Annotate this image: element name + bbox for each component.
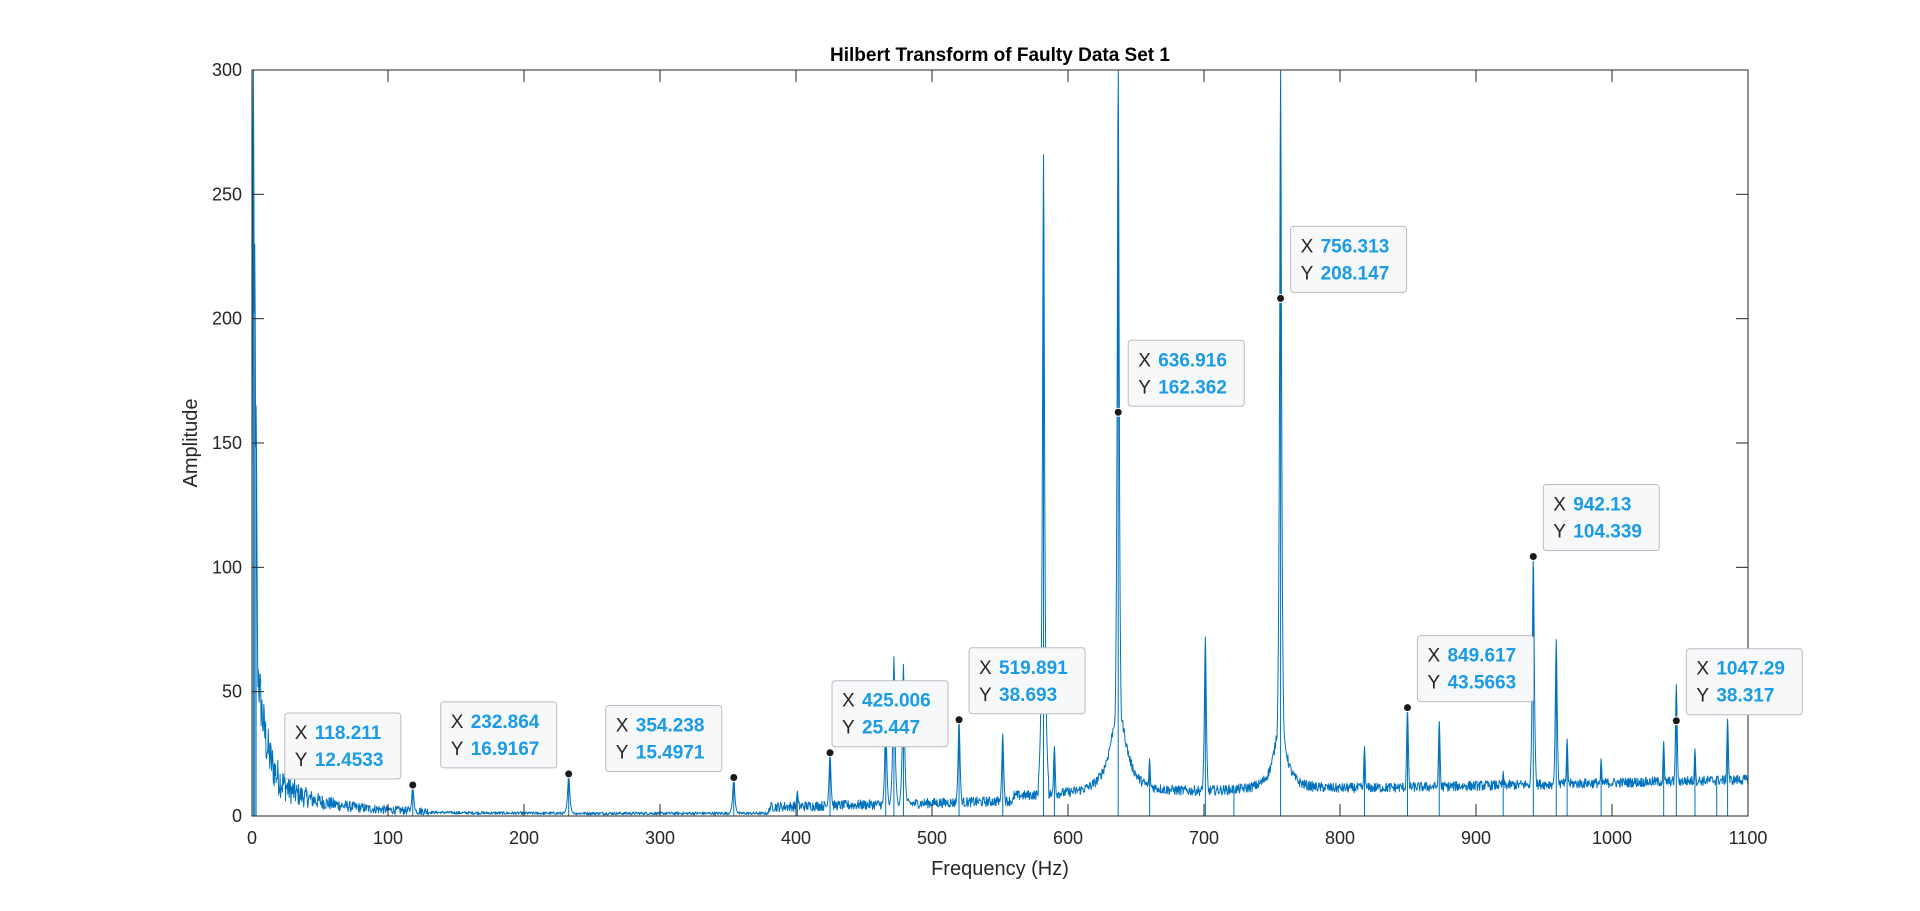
datatip[interactable]: X 354.238 Y 15.4971	[605, 704, 739, 782]
datatip-box	[440, 701, 558, 769]
x-axis-label: Frequency (Hz)	[931, 858, 1069, 880]
datatip[interactable]: X 636.916 Y 162.362	[1113, 339, 1245, 417]
datatip-x-value: 636.916	[1158, 350, 1227, 371]
datatip[interactable]: X 756.313 Y 208.147	[1276, 225, 1408, 303]
datatip-x-value: 1047.29	[1716, 659, 1785, 680]
x-tick-label: 600	[1053, 828, 1083, 848]
datatip[interactable]: X 1047.29 Y 38.317	[1671, 648, 1803, 726]
datatip[interactable]: X 232.864 Y 16.9167	[440, 701, 574, 779]
ticks-layer: 0 100 200 300 400 500 600 700 800 900 1000 1100 0 50 1…	[212, 60, 1767, 848]
datatip-box	[1290, 225, 1408, 293]
datatip-x-key: X	[842, 691, 855, 712]
datatip-y-key: Y	[979, 685, 992, 706]
y-tick-label: 200	[212, 309, 242, 329]
datatip-box	[1127, 339, 1245, 407]
datatip-box	[831, 680, 949, 748]
datatip-x-value: 756.313	[1321, 236, 1390, 257]
datatip-y-value: 12.4533	[315, 750, 384, 771]
x-tick-label: 0	[247, 828, 257, 848]
datatip-marker[interactable]	[954, 715, 964, 725]
datatip-box	[1542, 484, 1660, 552]
x-tick-label: 900	[1461, 828, 1491, 848]
datatip-marker[interactable]	[1113, 407, 1123, 417]
datatip-y-key: Y	[1553, 522, 1566, 543]
x-tick-label: 500	[917, 828, 947, 848]
datatip-box	[1685, 648, 1803, 716]
datatip-y-key: Y	[1138, 377, 1151, 398]
datatip-y-value: 104.339	[1573, 522, 1642, 543]
datatip-y-value: 16.9167	[471, 739, 540, 760]
x-tick-label: 100	[373, 828, 403, 848]
y-tick-label: 150	[212, 433, 242, 453]
datatip-marker[interactable]	[1276, 293, 1286, 303]
datatip-x-value: 354.238	[636, 715, 705, 736]
x-tick-label: 200	[509, 828, 539, 848]
y-tick-label: 250	[212, 184, 242, 204]
datatip-box	[605, 704, 723, 772]
datatip-marker[interactable]	[1402, 703, 1412, 713]
datatip[interactable]: X 519.891 Y 38.693	[954, 647, 1086, 725]
datatip-marker[interactable]	[1671, 716, 1681, 726]
datatip-y-value: 15.4971	[636, 742, 705, 763]
datatip-x-value: 232.864	[471, 712, 540, 733]
datatip-x-value: 118.211	[315, 723, 382, 744]
datatip-x-value: 519.891	[999, 658, 1068, 679]
datatip-marker[interactable]	[564, 769, 574, 779]
datatip[interactable]: X 425.006 Y 25.447	[825, 680, 949, 758]
datatip-box	[284, 712, 402, 780]
y-tick-label: 300	[212, 60, 242, 80]
datatip-x-key: X	[616, 715, 629, 736]
datatip-y-key: Y	[616, 742, 629, 763]
datatip-y-value: 43.5663	[1447, 673, 1516, 694]
datatip-x-key: X	[451, 712, 464, 733]
x-tick-label: 1000	[1592, 828, 1632, 848]
datatip-y-value: 25.447	[862, 718, 920, 739]
y-tick-label: 50	[222, 682, 242, 702]
y-axis-label: Amplitude	[180, 399, 202, 488]
datatip-x-value: 942.13	[1573, 495, 1631, 516]
datatip[interactable]: X 942.13 Y 104.339	[1528, 484, 1660, 562]
datatip-x-key: X	[1138, 350, 1151, 371]
datatip-box	[1416, 635, 1534, 703]
datatip-x-key: X	[979, 658, 992, 679]
datatip-y-value: 208.147	[1321, 263, 1390, 284]
datatip-x-key: X	[1553, 495, 1566, 516]
datatip-y-key: Y	[295, 750, 308, 771]
datatip-x-key: X	[1301, 236, 1314, 257]
datatip-x-key: X	[1427, 646, 1440, 667]
chart-title: Hilbert Transform of Faulty Data Set 1	[830, 45, 1170, 66]
datatip-x-key: X	[295, 723, 308, 744]
datatip[interactable]: X 118.211 Y 12.4533	[284, 712, 418, 790]
y-tick-label: 100	[212, 557, 242, 577]
datatips-layer: X 118.211 Y 12.4533 X 232.864 Y 16.9167 X 354.238…	[284, 225, 1803, 790]
datatip-x-key: X	[1696, 659, 1709, 680]
x-tick-label: 700	[1189, 828, 1219, 848]
datatip-y-value: 38.693	[999, 685, 1057, 706]
datatip-marker[interactable]	[408, 780, 418, 790]
datatip-marker[interactable]	[729, 772, 739, 782]
datatip-x-value: 849.617	[1447, 646, 1516, 667]
datatip-y-key: Y	[1696, 686, 1709, 707]
x-tick-label: 300	[645, 828, 675, 848]
datatip[interactable]: X 849.617 Y 43.5663	[1402, 635, 1534, 713]
x-tick-label: 1100	[1729, 828, 1768, 848]
datatip-y-value: 162.362	[1158, 377, 1227, 398]
datatip-y-key: Y	[842, 718, 855, 739]
datatip-y-key: Y	[1301, 263, 1314, 284]
datatip-y-key: Y	[1427, 673, 1440, 694]
x-tick-label: 800	[1325, 828, 1355, 848]
datatip-x-value: 425.006	[862, 691, 931, 712]
datatip-y-value: 38.317	[1716, 686, 1774, 707]
y-tick-label: 0	[232, 806, 242, 826]
x-tick-label: 400	[781, 828, 811, 848]
datatip-marker[interactable]	[1528, 552, 1538, 562]
datatip-y-key: Y	[451, 739, 464, 760]
datatip-marker[interactable]	[825, 748, 835, 758]
datatip-box	[968, 647, 1086, 715]
